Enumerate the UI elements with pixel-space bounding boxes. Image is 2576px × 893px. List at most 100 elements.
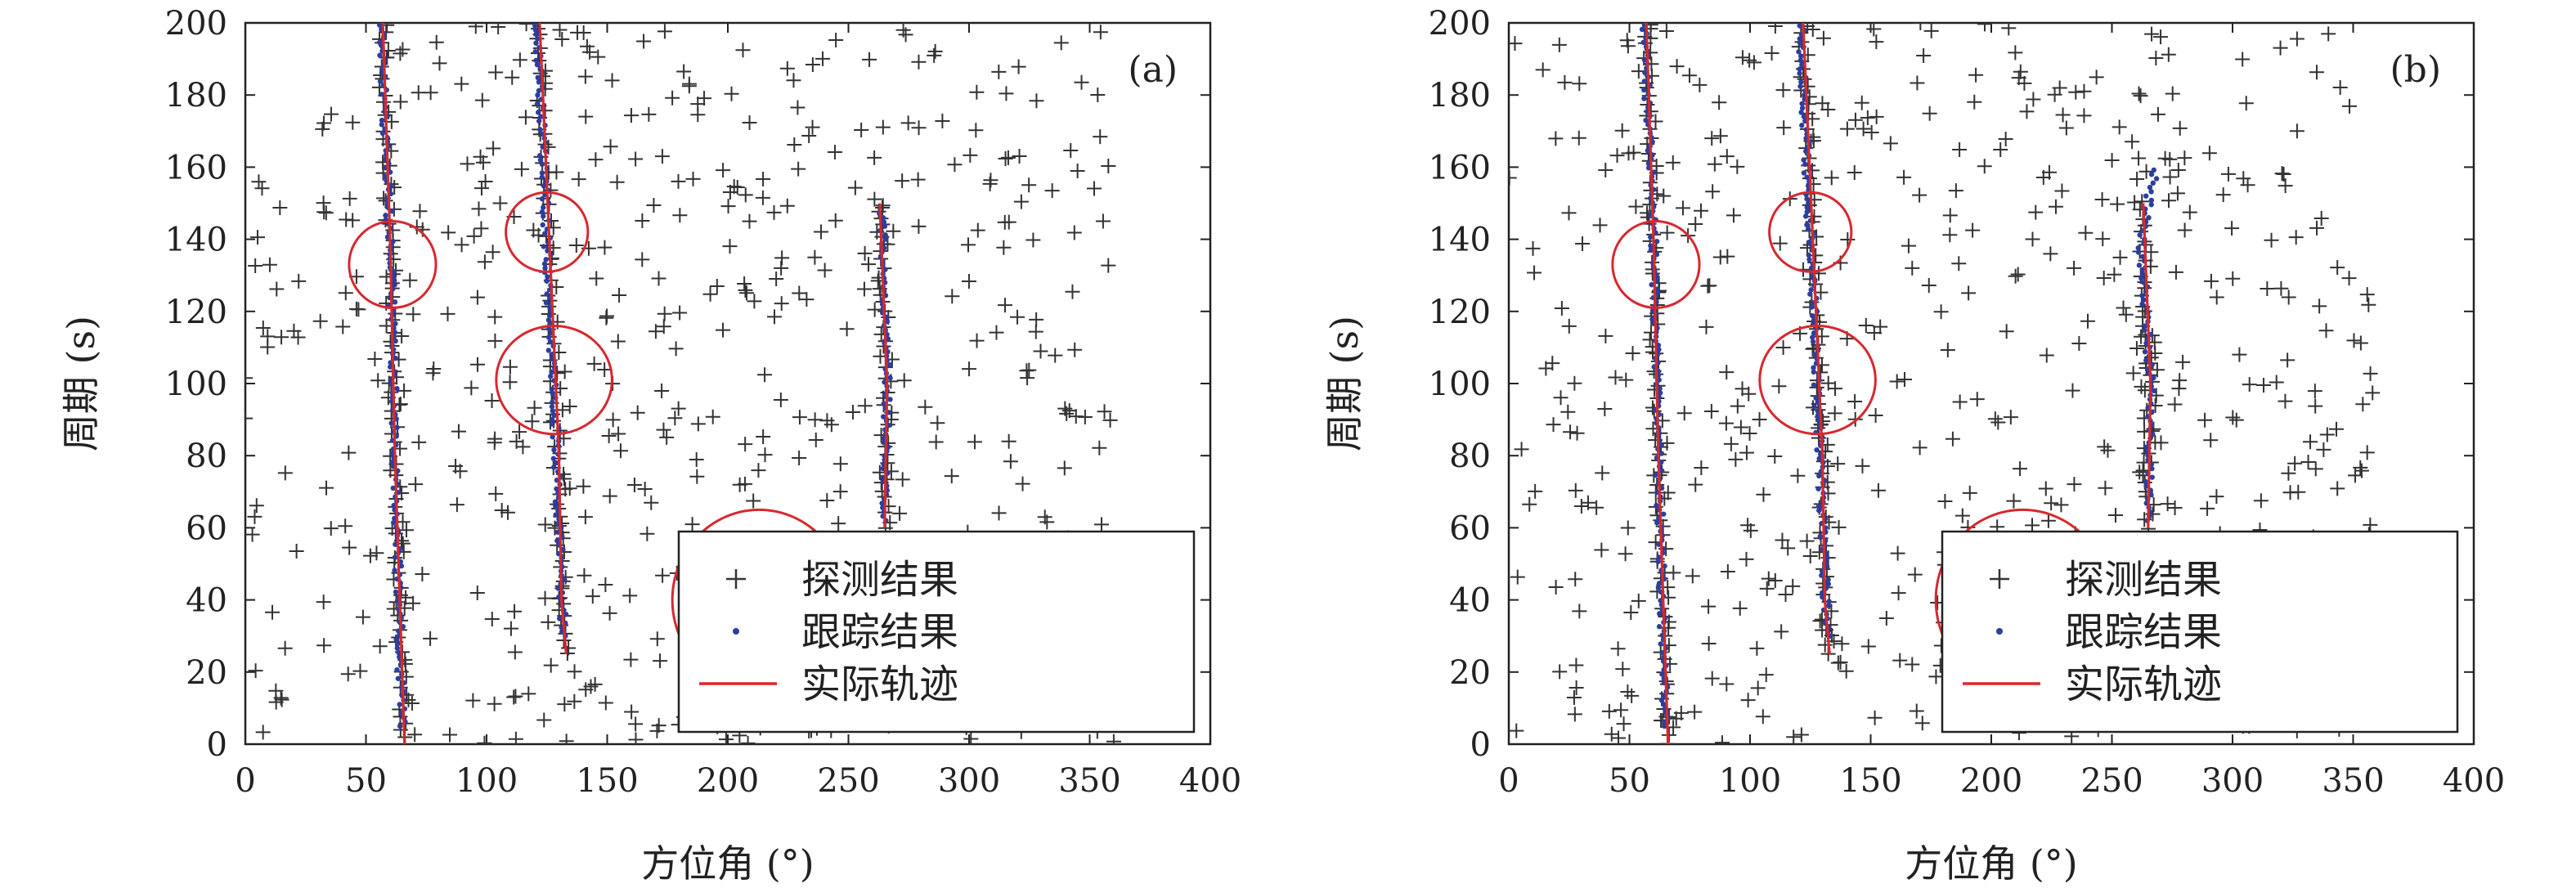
tracked-point xyxy=(532,23,538,29)
detection-marker xyxy=(962,361,977,377)
detection-marker xyxy=(1873,319,1888,334)
y-tick-label: 160 xyxy=(165,149,227,186)
detection-marker xyxy=(473,221,489,236)
detection-marker xyxy=(2276,166,2291,182)
detection-marker xyxy=(316,638,332,653)
detection-marker xyxy=(1093,129,1108,145)
detection-marker xyxy=(1102,412,1118,428)
detection-marker xyxy=(411,85,426,101)
tracked-point xyxy=(1809,312,1815,319)
detection-marker xyxy=(1714,735,1730,744)
detection-marker xyxy=(654,383,670,398)
detection-marker xyxy=(702,286,718,302)
detection-marker xyxy=(505,70,520,85)
tracked-point xyxy=(390,520,397,526)
detection-marker xyxy=(1025,232,1041,248)
detection-marker xyxy=(1685,568,1700,584)
detection-marker xyxy=(1681,68,1697,83)
detection-marker xyxy=(628,716,644,732)
tracked-point xyxy=(1658,697,1665,703)
detection-marker xyxy=(494,503,509,518)
detection-marker xyxy=(1815,96,1830,111)
tracked-point xyxy=(2149,465,2155,472)
detection-marker xyxy=(1892,653,1908,668)
detection-marker xyxy=(1598,163,1613,178)
detection-marker xyxy=(1568,657,1584,673)
tracked-point xyxy=(2139,271,2146,277)
detection-marker xyxy=(1703,404,1719,420)
tracked-point xyxy=(1811,365,1816,370)
detection-marker xyxy=(1755,709,1770,725)
detection-marker xyxy=(1834,636,1850,652)
tracked-point xyxy=(535,110,541,115)
detection-marker xyxy=(2076,108,2092,123)
detection-marker xyxy=(586,356,602,371)
detection-marker xyxy=(1732,600,1748,616)
tracked-point xyxy=(390,239,396,245)
detection-marker xyxy=(2201,146,2217,161)
detection-marker xyxy=(1901,238,1916,254)
tracked-point xyxy=(541,204,546,210)
detection-marker xyxy=(1624,688,1640,703)
tracked-point xyxy=(1648,247,1654,254)
detection-marker xyxy=(1961,285,1977,301)
detection-marker xyxy=(1574,236,1590,251)
tracked-point xyxy=(1798,53,1804,59)
detection-marker xyxy=(2303,434,2318,450)
detection-marker xyxy=(2203,433,2219,448)
detection-marker xyxy=(2341,271,2357,286)
detection-marker xyxy=(1620,684,1636,700)
detection-marker xyxy=(847,180,863,195)
detection-marker xyxy=(1733,420,1748,435)
detection-marker xyxy=(1093,517,1109,532)
detection-marker xyxy=(1700,278,1716,294)
detection-marker xyxy=(352,663,368,679)
tracked-point xyxy=(1649,281,1654,288)
detection-marker xyxy=(466,228,482,244)
detection-marker xyxy=(1568,482,1583,498)
detection-marker xyxy=(1660,485,1676,500)
detection-marker xyxy=(738,187,753,203)
detection-marker xyxy=(2043,246,2058,262)
detection-marker xyxy=(571,172,586,187)
detection-marker xyxy=(2289,123,2304,139)
detection-marker xyxy=(2197,412,2213,428)
tracked-point xyxy=(1811,330,1817,336)
detection-marker xyxy=(1676,406,1692,421)
detection-marker xyxy=(474,92,490,108)
detection-marker xyxy=(2010,267,2026,282)
detection-marker xyxy=(1048,348,1063,363)
detection-marker xyxy=(1066,225,1082,240)
tracked-point xyxy=(1799,61,1805,68)
detection-marker xyxy=(491,23,506,35)
detection-marker xyxy=(487,333,503,348)
detection-marker xyxy=(1740,693,1756,708)
detection-marker xyxy=(464,380,479,396)
detection-marker xyxy=(2107,267,2122,282)
tracked-point xyxy=(880,214,886,221)
detection-marker xyxy=(720,199,736,214)
detection-marker xyxy=(1827,406,1842,421)
tracked-point xyxy=(545,348,552,353)
detection-marker xyxy=(1546,417,1561,433)
detection-marker xyxy=(895,173,910,189)
detection-marker xyxy=(1907,567,1923,582)
detection-marker xyxy=(426,361,442,376)
detection-marker xyxy=(1015,476,1030,491)
detection-marker xyxy=(1855,458,1870,473)
detection-marker xyxy=(2078,225,2094,240)
tracked-point xyxy=(535,74,541,81)
x-tick-label: 150 xyxy=(1839,762,1901,800)
detection-marker xyxy=(2353,460,2368,475)
tracked-point xyxy=(1810,334,1815,340)
tracked-point xyxy=(533,31,539,38)
detection-marker xyxy=(875,198,891,213)
detection-marker xyxy=(468,23,483,34)
detection-marker xyxy=(245,527,260,542)
tracked-point xyxy=(1797,23,1802,29)
detection-marker xyxy=(1761,571,1776,586)
detection-marker xyxy=(290,330,306,345)
detection-marker xyxy=(1057,460,1072,476)
tracked-point xyxy=(543,300,550,306)
